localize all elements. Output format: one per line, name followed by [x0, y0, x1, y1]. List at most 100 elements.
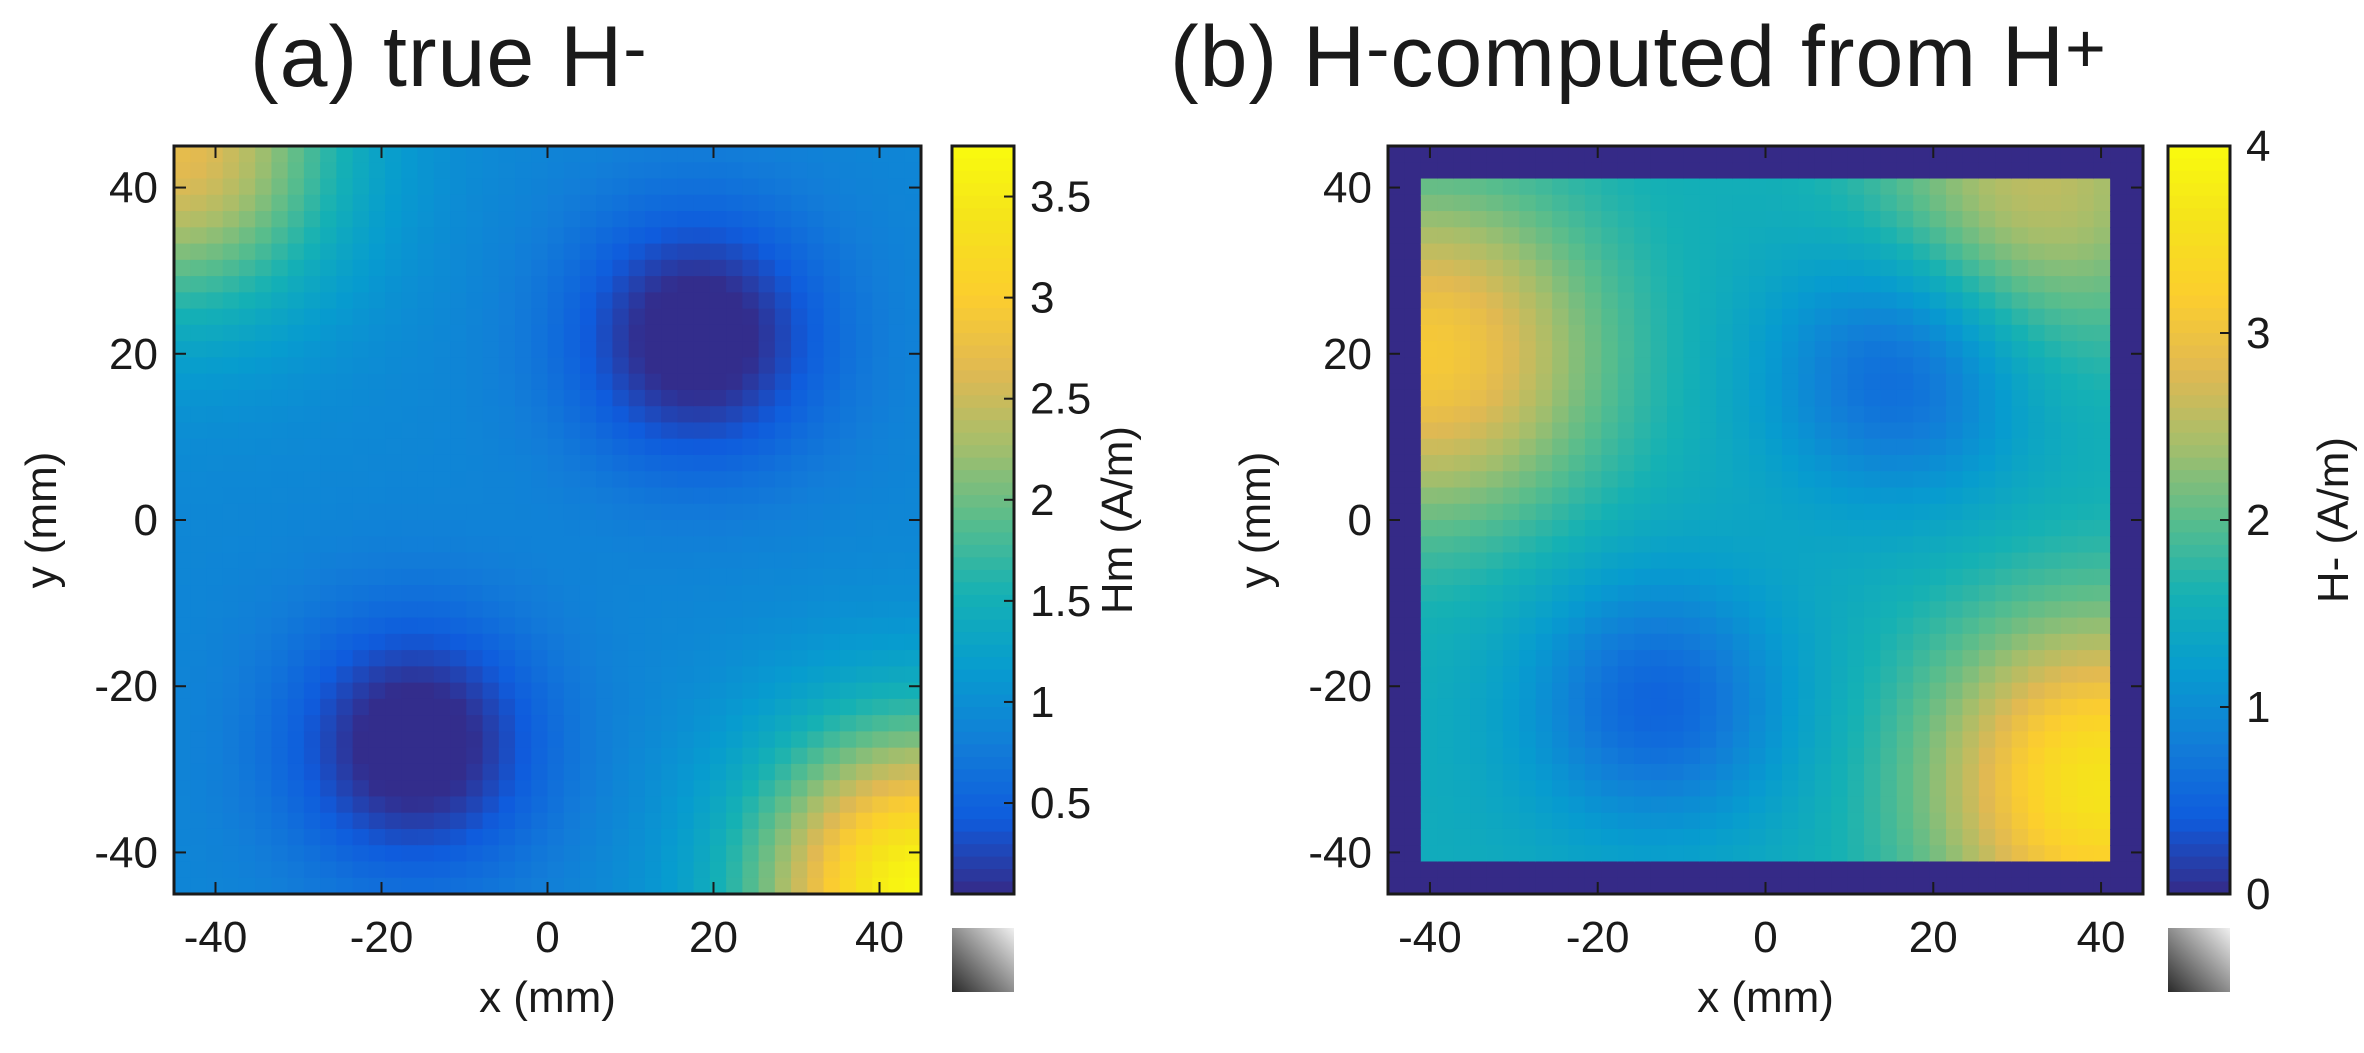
heatmap-cell [1995, 520, 2013, 538]
heatmap-cell [1814, 471, 1832, 489]
heatmap-cell [644, 780, 662, 798]
heatmap-cell [401, 666, 419, 684]
heatmap-cell [1617, 438, 1635, 456]
heatmap-cell [726, 243, 744, 261]
heatmap-cell [303, 471, 321, 489]
heatmap-cell [515, 194, 533, 212]
heatmap-cell [1896, 845, 1915, 863]
heatmap-cell [1470, 763, 1488, 781]
heatmap-cell [255, 146, 273, 164]
heatmap-cell [693, 227, 711, 245]
heatmap-cell [1617, 211, 1635, 229]
heatmap-cell [450, 796, 468, 814]
heatmap-cell [385, 292, 403, 310]
heatmap-cell [1601, 633, 1619, 651]
heatmap-cell [904, 194, 922, 212]
heatmap-cell [823, 861, 841, 879]
heatmap-cell [1831, 633, 1849, 651]
heatmap-cell [872, 292, 890, 310]
heatmap-cell [1486, 357, 1504, 375]
heatmap-cell [1388, 568, 1406, 586]
heatmap-cell [709, 520, 727, 538]
heatmap-cell [2011, 406, 2029, 424]
heatmap-cell [1831, 796, 1849, 814]
heatmap-cell [2028, 828, 2046, 847]
heatmap-cell [1913, 211, 1931, 229]
heatmap-cell [1650, 666, 1668, 684]
heatmap-cell [222, 389, 240, 407]
heatmap-cell [385, 438, 403, 456]
heatmap-cell [888, 308, 906, 326]
heatmap-cell [1814, 276, 1832, 294]
heatmap-cell [1486, 503, 1504, 521]
heatmap-cell [531, 877, 549, 895]
heatmap-cell [1699, 487, 1718, 505]
heatmap-cell [1568, 861, 1586, 879]
heatmap-cell [2110, 454, 2128, 473]
heatmap-cell [1716, 211, 1734, 229]
heatmap-cell [1584, 617, 1603, 635]
heatmap-cell [515, 324, 533, 342]
heatmap-cell [709, 146, 727, 164]
heatmap-cell [1601, 650, 1619, 668]
heatmap-cell [450, 276, 468, 294]
heatmap-cell [238, 454, 256, 473]
heatmap-cell [742, 454, 760, 473]
heatmap-cell [579, 162, 598, 180]
heatmap-cell [1634, 389, 1652, 407]
heatmap-cell [515, 520, 533, 538]
heatmap-cell [2093, 845, 2111, 863]
colorbar-segment [2168, 420, 2230, 434]
colorbar-segment [952, 532, 1014, 546]
heatmap-cell [1798, 292, 1816, 310]
heatmap-cell [238, 633, 256, 651]
heatmap-cell [1584, 780, 1603, 798]
heatmap-cell [2077, 861, 2095, 879]
heatmap-cell [856, 812, 874, 830]
heatmap-cell [1552, 292, 1570, 310]
heatmap-cell [368, 259, 386, 277]
heatmap-cell [433, 763, 451, 781]
heatmap-cell [644, 715, 662, 733]
heatmap-cell [1552, 308, 1570, 326]
heatmap-cell [2060, 503, 2079, 521]
heatmap-cell [255, 877, 273, 895]
heatmap-cell [515, 341, 533, 359]
heatmap-cell [1486, 471, 1504, 489]
heatmap-cell [1847, 845, 1865, 863]
heatmap-cell [628, 406, 646, 424]
heatmap-cell [255, 162, 273, 180]
heatmap-cell [450, 471, 468, 489]
heatmap-cell [450, 162, 468, 180]
heatmap-cell [417, 747, 435, 765]
heatmap-cell [823, 552, 841, 570]
heatmap-cell [791, 471, 809, 489]
heatmap-cell [1978, 828, 1997, 847]
colorbar-segment [952, 731, 1014, 746]
heatmap-cell [2093, 698, 2111, 716]
heatmap-cell [904, 406, 922, 424]
heatmap-cell [1913, 276, 1931, 294]
heatmap-cell [385, 650, 403, 668]
heatmap-cell [174, 194, 192, 212]
heatmap-cell [661, 178, 679, 196]
colorbar-segment [952, 170, 1014, 185]
heatmap-cell [579, 650, 598, 668]
heatmap-cell [1863, 585, 1882, 603]
heatmap-cell [1863, 666, 1882, 684]
heatmap-cell [174, 324, 192, 342]
colorbar-segment [952, 195, 1014, 210]
heatmap-cell [709, 438, 727, 456]
heatmap-cell [661, 650, 679, 668]
heatmap-cell [1437, 487, 1455, 505]
heatmap-cell [2110, 650, 2128, 668]
heatmap-cell [287, 568, 305, 586]
heatmap-cell [1470, 308, 1488, 326]
heatmap-cell [2077, 438, 2095, 456]
heatmap-cell [320, 487, 338, 505]
heatmap-cell [287, 454, 305, 473]
colorbar-segment [952, 781, 1014, 796]
heatmap-cell [579, 276, 598, 294]
heatmap-cell [271, 666, 289, 684]
heatmap-cell [774, 633, 792, 651]
